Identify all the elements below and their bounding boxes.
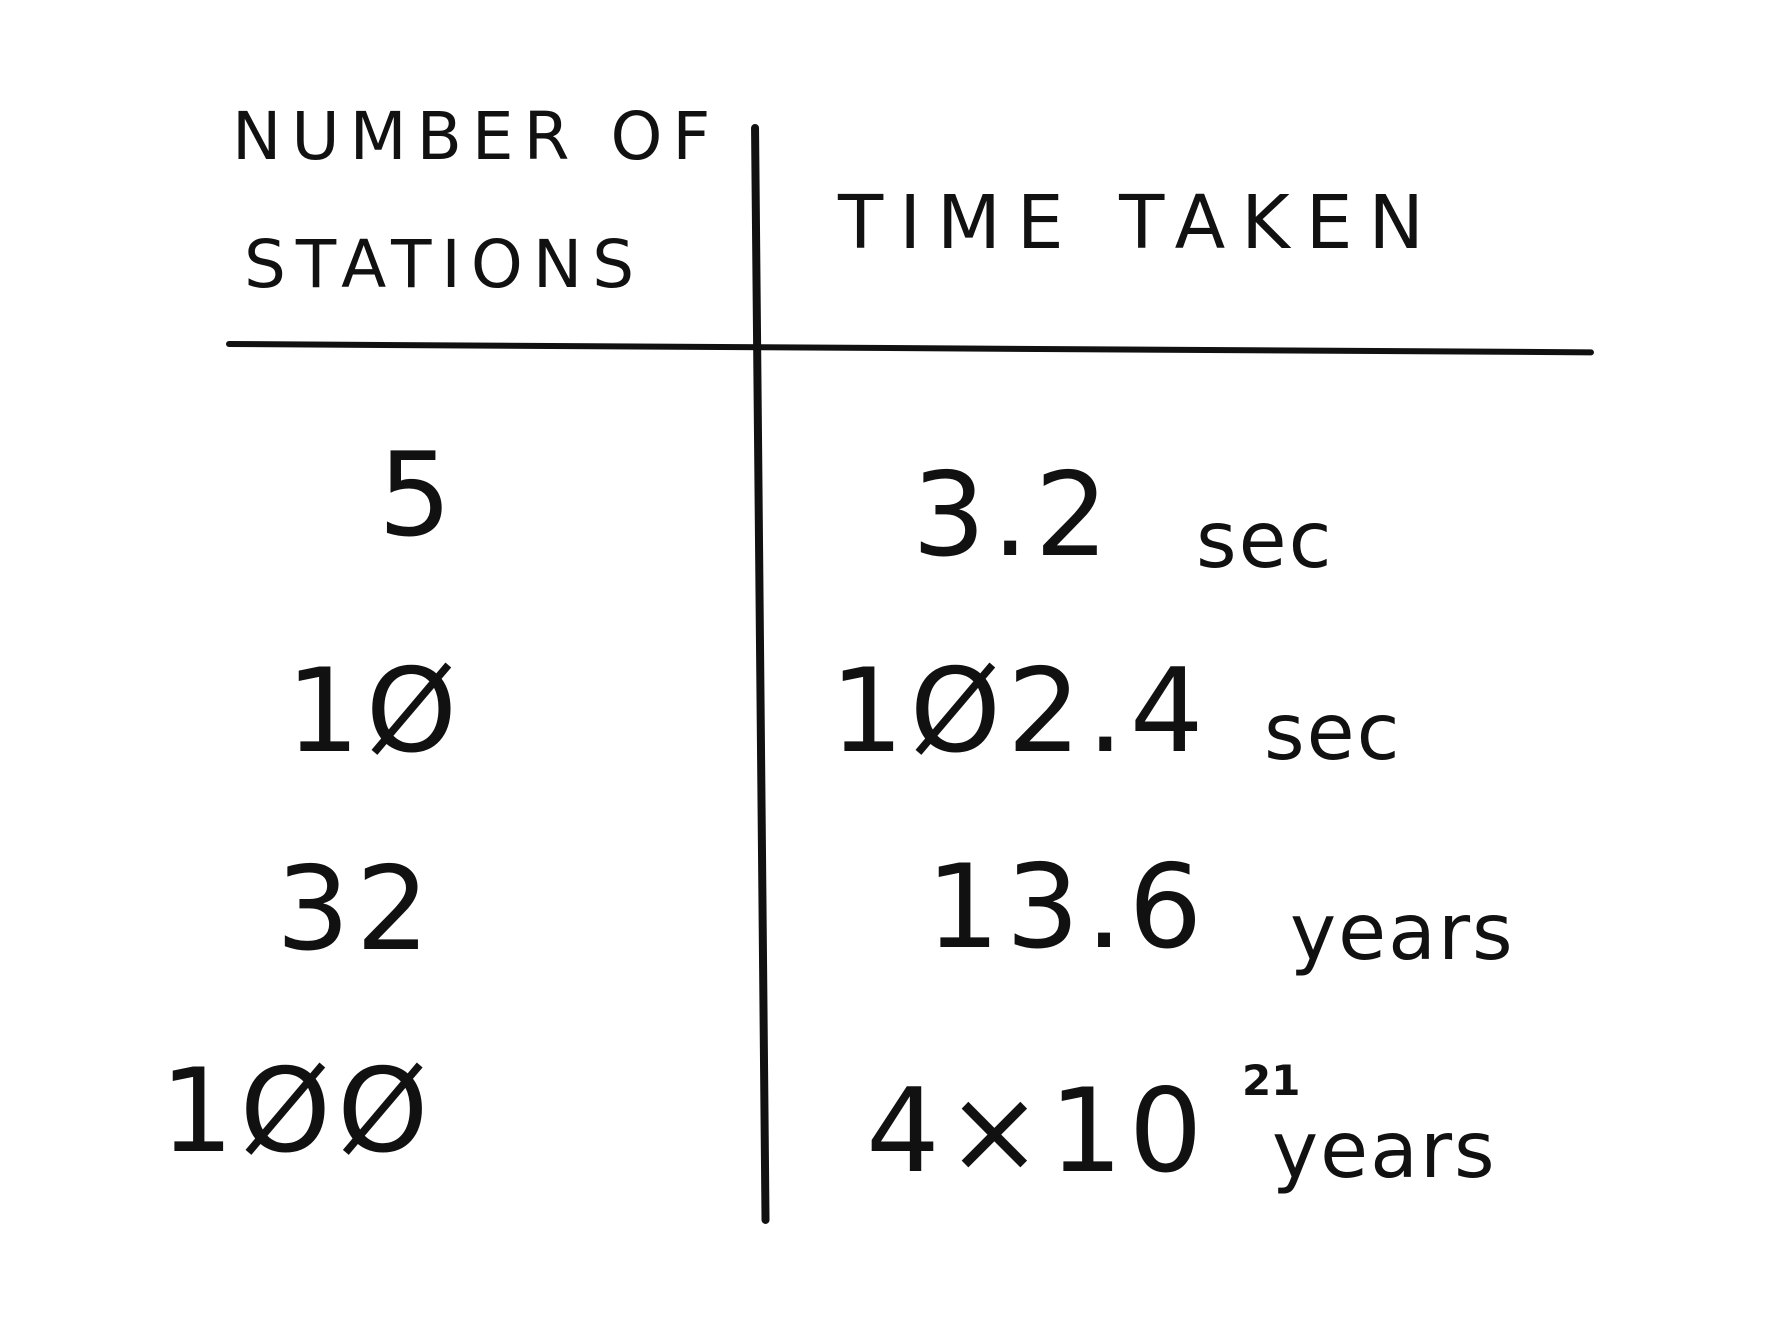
row-4-time-unit: years	[1272, 1106, 1497, 1196]
row-4-stations: 1ØØ	[160, 1044, 435, 1179]
row-1-time-unit: sec	[1196, 496, 1334, 586]
row-2-stations: 1Ø	[286, 644, 464, 779]
row-4-time-exponent: 21	[1242, 1056, 1301, 1105]
row-4-time-value: 4×10	[866, 1064, 1209, 1199]
row-2-time-value: 1Ø2.4	[830, 644, 1210, 779]
row-1-stations: 5	[378, 428, 458, 563]
row-3-stations: 32	[276, 842, 436, 977]
header-time-taken: TIME TAKEN	[838, 180, 1440, 266]
header-stations-line2: STATIONS	[244, 226, 645, 303]
header-divider-line	[225, 341, 1594, 356]
row-1-time-value: 3.2	[912, 448, 1115, 583]
row-3-time-unit: years	[1290, 888, 1515, 978]
row-3-time-value: 13.6	[926, 840, 1209, 975]
row-2-time-unit: sec	[1264, 688, 1402, 778]
column-divider-line	[751, 123, 770, 1224]
header-stations-line1: NUMBER OF	[232, 98, 721, 175]
